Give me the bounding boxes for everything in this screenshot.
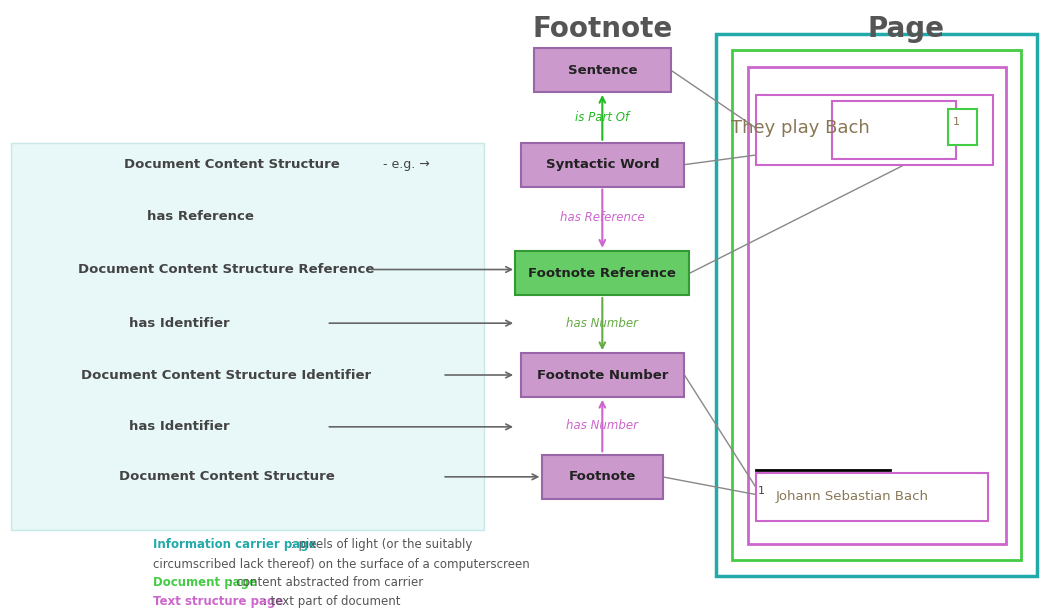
Text: : content abstracted from carrier: : content abstracted from carrier [225,576,423,589]
Text: Information carrier page: Information carrier page [153,538,316,551]
FancyBboxPatch shape [515,251,689,295]
Text: Johann Sebastian Bach: Johann Sebastian Bach [776,491,929,503]
FancyBboxPatch shape [948,109,977,145]
Text: has Number: has Number [567,317,638,331]
Text: has Reference: has Reference [560,211,644,224]
Text: Footnote Reference: Footnote Reference [529,266,676,280]
FancyBboxPatch shape [541,455,662,499]
Text: - e.g. →: - e.g. → [383,158,430,171]
Text: Document Content Structure Identifier: Document Content Structure Identifier [81,368,372,381]
Text: 1: 1 [758,486,766,496]
FancyBboxPatch shape [520,143,683,186]
FancyBboxPatch shape [732,50,1021,560]
Text: has Number: has Number [567,419,638,432]
Text: 1: 1 [953,117,959,127]
FancyBboxPatch shape [520,353,683,397]
FancyBboxPatch shape [756,472,988,521]
Text: Document Content Structure Reference: Document Content Structure Reference [78,263,375,276]
Text: : pixels of light (or the suitably: : pixels of light (or the suitably [286,538,472,551]
Text: is Part Of: is Part Of [575,111,630,123]
Text: : text part of document: : text part of document [259,595,400,607]
FancyBboxPatch shape [11,144,484,530]
FancyBboxPatch shape [748,67,1006,544]
Text: Syntactic Word: Syntactic Word [545,158,659,171]
Text: Sentence: Sentence [568,64,637,76]
Text: Document Content Structure: Document Content Structure [119,470,334,483]
Text: Page: Page [867,15,945,43]
FancyBboxPatch shape [534,48,671,92]
Text: circumscribed lack thereof) on the surface of a computerscreen: circumscribed lack thereof) on the surfa… [153,558,530,571]
Text: Text structure page: Text structure page [153,595,283,607]
Text: Footnote: Footnote [532,15,673,43]
Text: They play Bach: They play Bach [731,119,870,137]
Text: Document page: Document page [153,576,257,589]
Text: Footnote Number: Footnote Number [537,368,668,381]
FancyBboxPatch shape [832,101,956,158]
FancyBboxPatch shape [716,34,1037,576]
Text: Footnote: Footnote [569,470,636,483]
Text: has Identifier: has Identifier [128,316,230,330]
Text: Document Content Structure: Document Content Structure [124,158,339,171]
FancyBboxPatch shape [756,95,993,164]
Text: has Identifier: has Identifier [128,420,230,433]
Text: has Reference: has Reference [146,210,254,223]
